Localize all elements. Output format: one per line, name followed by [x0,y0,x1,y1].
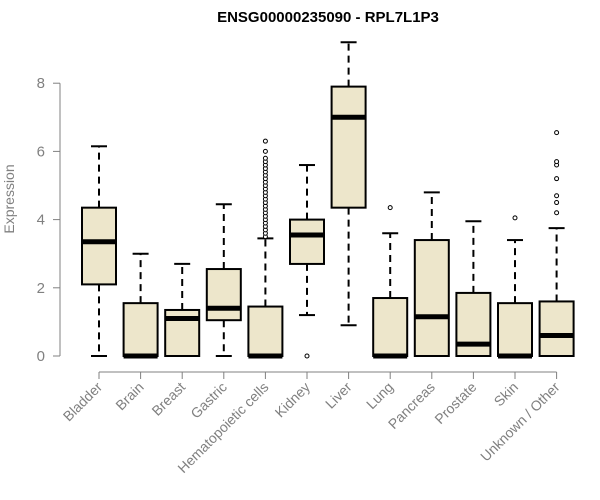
x-tick-label: Brain [112,379,146,413]
box-body [247,305,284,357]
box-kidney [289,164,325,359]
box-hematopoietic-cells [247,138,284,359]
x-tick-label: Breast [148,379,188,419]
x-tick-label: Bladder [60,379,106,425]
box-bladder [81,145,117,357]
box-body [122,302,159,357]
outlier-point [554,210,560,216]
outlier-point [554,193,560,199]
box-body [81,206,117,286]
y-tick-label: 8 [37,75,45,92]
box-lung [372,205,409,359]
x-tick-label: Unknown / Other [477,379,563,465]
y-axis-label: Expression [1,164,17,233]
box-brain [122,252,159,359]
y-tick-label: 2 [37,280,45,297]
box-body [289,218,325,265]
box-body [372,297,409,357]
y-axis: 0 2 4 6 8 [37,75,61,365]
box-unknown-other [538,130,575,358]
y-tick-label: 4 [37,212,45,229]
y-tick-label: 6 [37,143,45,160]
x-tick-label: Prostate [431,379,479,427]
outlier-point [554,200,560,206]
outlier-point [262,155,268,161]
x-tick-label: Skin [491,379,522,410]
box-pancreas [413,191,450,357]
outlier-point [554,159,560,165]
x-tick-label: Lung [363,379,396,412]
box-body [413,239,450,357]
box-skin [497,215,533,359]
outlier-point [512,215,518,221]
box-body [330,85,367,209]
chart-title: ENSG00000235090 - RPL7L1P3 [217,9,439,26]
outlier-point [554,176,560,182]
outlier-point [262,138,268,144]
box-body [497,302,533,357]
box-breast [164,262,201,357]
outlier-point [262,148,268,154]
outlier-point [387,205,393,211]
box-liver [330,41,367,327]
box-gastric [205,203,242,357]
x-tick-label: Liver [322,379,355,412]
box-prostate [455,220,492,358]
box-body [205,268,242,322]
y-tick-label: 0 [37,348,45,365]
outlier-point [554,130,560,136]
x-tick-label: Kidney [272,379,314,421]
outlier-point [304,353,310,359]
box-body [538,300,575,358]
boxes [81,41,575,359]
